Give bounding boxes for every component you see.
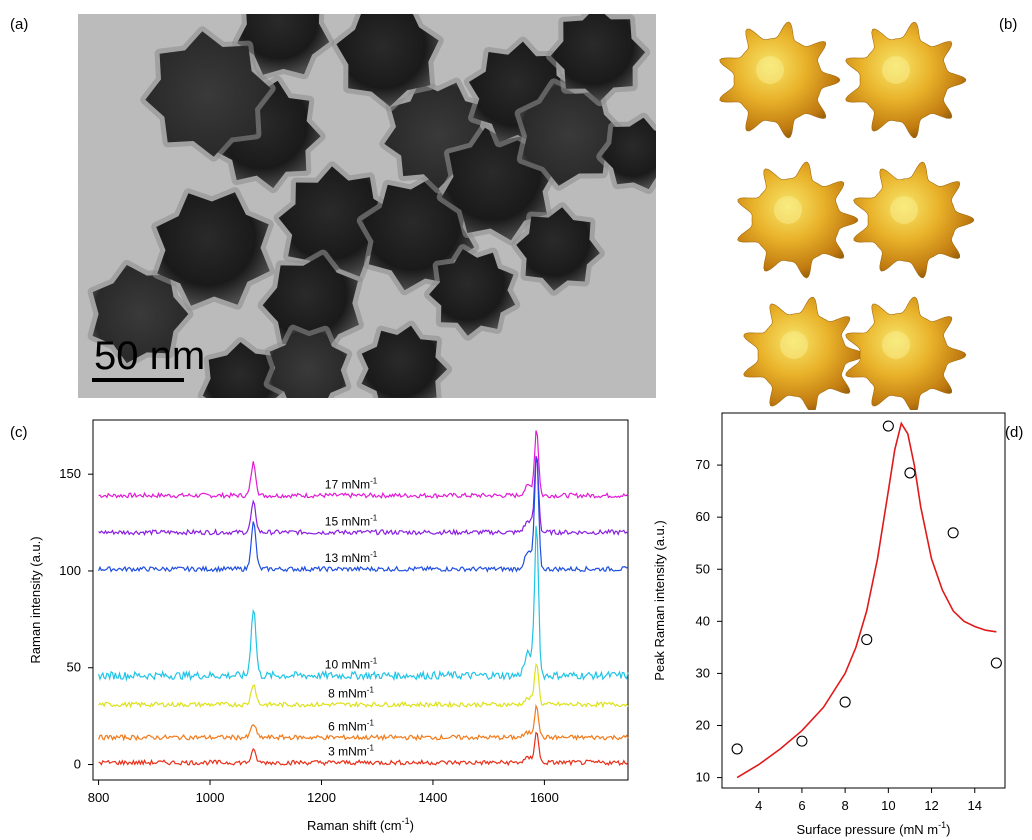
tem-image: 50 nm [78, 14, 656, 398]
x-axis-label: Raman shift (cm-1) [307, 816, 414, 833]
nanostar [719, 21, 841, 139]
data-point [882, 420, 894, 432]
nanoparticle [516, 207, 600, 291]
data-point [947, 527, 959, 539]
nanoparticle [278, 166, 392, 280]
x-tick-label: 1000 [196, 790, 225, 805]
y-axis-label: Peak Raman intensity (a.u.) [652, 520, 667, 680]
nanostar-highlight [774, 196, 802, 224]
spectrum-line [98, 457, 629, 573]
nanostar-renderings [716, 10, 992, 414]
y-tick-label: 10 [696, 770, 710, 785]
x-tick-label: 4 [755, 798, 762, 813]
data-point [839, 696, 851, 708]
nanoparticle [550, 14, 646, 102]
nanostar [737, 161, 859, 279]
nanostar [743, 297, 865, 414]
nanoparticle [92, 264, 189, 364]
nanoparticle [361, 325, 448, 398]
nanostar-highlight [882, 331, 910, 359]
spectrum-line [98, 662, 629, 709]
series-label: 3 mNm-1 [328, 744, 374, 759]
tem-micrograph: 50 nm [78, 14, 656, 398]
nanostar-highlight [882, 56, 910, 84]
x-tick-label: 800 [88, 790, 110, 805]
y-tick-label: 100 [59, 563, 81, 578]
panel-label-c: (c) [10, 424, 28, 441]
x-tick-label: 6 [798, 798, 805, 813]
nanostar-highlight [780, 331, 808, 359]
nanoparticle [429, 249, 516, 336]
x-tick-label: 12 [924, 798, 938, 813]
plot-frame [92, 419, 629, 781]
x-tick-label: 8 [842, 798, 849, 813]
data-point [904, 467, 916, 479]
peak-intensity-chart: 4 6 8 10 12 14 10 20 30 40 50 60 70 Peak Raman inten… [652, 412, 1006, 837]
y-tick-label: 30 [696, 665, 710, 680]
nanoparticle [268, 329, 348, 398]
series-label: 15 mNm-1 [325, 513, 378, 528]
spectrum-line [98, 455, 629, 537]
x-tick-label: 1400 [418, 790, 447, 805]
x-tick-label: 1200 [307, 790, 336, 805]
panel-label-d: (d) [1005, 424, 1024, 441]
nanoparticle [262, 254, 359, 353]
nanoparticle [336, 14, 439, 107]
x-tick-label: 14 [968, 798, 982, 813]
scale-bar-label: 50 nm [94, 334, 205, 378]
y-tick-label: 0 [74, 757, 81, 772]
nanoparticle [601, 117, 656, 190]
scale-bar [92, 378, 184, 382]
spectrum-line [98, 430, 629, 500]
data-point [990, 657, 1002, 669]
y-tick-label: 50 [696, 561, 710, 576]
plot-frame [721, 412, 1006, 789]
data-point [861, 634, 873, 646]
nanostar-highlight [756, 56, 784, 84]
series-label: 10 mNm-1 [325, 656, 378, 671]
nanostar [845, 296, 967, 414]
nanostar-highlight [890, 196, 918, 224]
spectrum-line [98, 731, 629, 767]
nanoparticles [87, 14, 656, 398]
y-tick-label: 50 [67, 660, 81, 675]
series-label: 6 mNm-1 [328, 718, 374, 733]
series-label: 13 mNm-1 [325, 550, 378, 565]
y-tick-label: 70 [696, 457, 710, 472]
data-point [796, 735, 808, 747]
series-label: 8 mNm-1 [328, 686, 374, 701]
spectrum-line [98, 703, 629, 742]
nanostar [845, 21, 967, 139]
y-tick-label: 20 [696, 718, 710, 733]
nanostar [853, 161, 975, 279]
x-tick-label: 10 [881, 798, 895, 813]
nanoparticle [145, 31, 271, 157]
y-tick-label: 60 [696, 509, 710, 524]
data-point [731, 743, 743, 755]
series-label: 17 mNm-1 [325, 476, 378, 491]
panel-label-b: (b) [999, 16, 1018, 33]
nanoparticle [237, 14, 330, 75]
fit-curve [736, 421, 997, 779]
nanoparticle [519, 83, 621, 186]
nanoparticle [156, 192, 270, 306]
x-axis-label: Surface pressure (mN m-1) [797, 820, 951, 837]
spectrum-line [98, 525, 629, 682]
y-tick-label: 150 [59, 466, 81, 481]
y-axis-label: Raman intensity (a.u.) [28, 536, 43, 663]
y-tick-label: 40 [696, 613, 710, 628]
raman-spectra-chart: 800 1000 1200 1400 1600 0 50 100 150 17 mNm-1 15 … [28, 419, 629, 833]
x-tick-label: 1600 [530, 790, 559, 805]
panel-label-a: (a) [10, 16, 29, 33]
